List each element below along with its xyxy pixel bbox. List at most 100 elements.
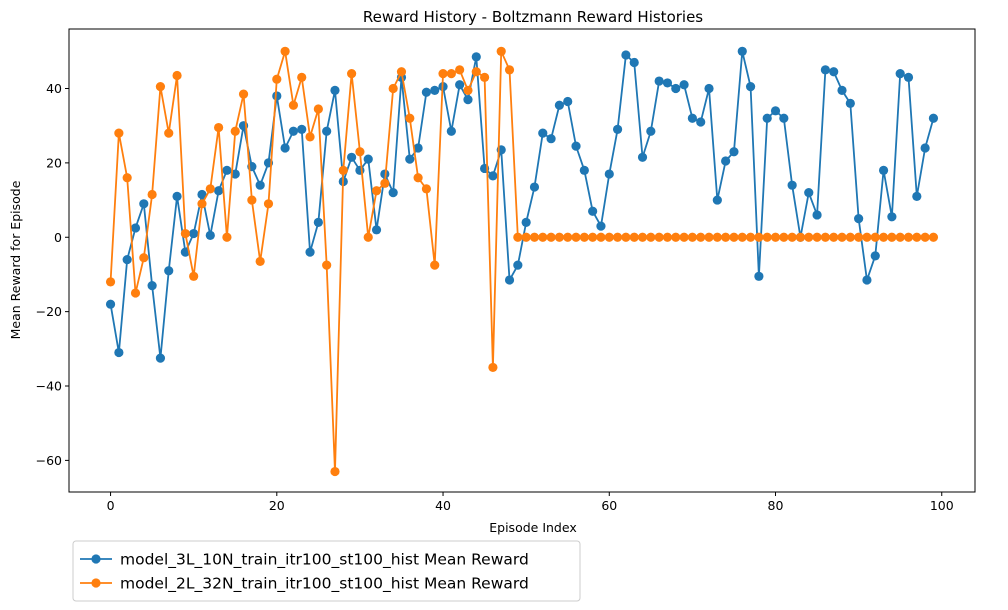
data-point — [488, 171, 498, 181]
data-point — [737, 46, 747, 56]
data-point — [579, 232, 589, 242]
data-point — [862, 232, 872, 242]
data-point — [330, 85, 340, 95]
data-point — [430, 260, 440, 270]
data-point — [804, 188, 814, 198]
data-point — [646, 126, 656, 136]
data-point — [455, 80, 465, 90]
data-point — [247, 195, 257, 205]
data-point — [737, 232, 747, 242]
data-point — [696, 232, 706, 242]
data-point — [770, 232, 781, 242]
data-point — [754, 271, 764, 281]
data-point — [654, 76, 664, 86]
data-point — [637, 152, 648, 162]
data-point — [330, 466, 340, 477]
data-point — [837, 85, 847, 95]
data-point — [804, 232, 814, 242]
data-point — [721, 156, 731, 166]
data-point — [388, 188, 398, 198]
data-point — [313, 217, 323, 227]
data-point — [272, 91, 282, 101]
data-point — [255, 180, 265, 190]
data-point — [546, 232, 556, 242]
data-point — [471, 67, 481, 77]
y-tick-label: 20 — [46, 155, 62, 170]
data-point — [588, 206, 598, 216]
data-point — [164, 128, 174, 138]
data-point — [164, 266, 174, 276]
data-point — [105, 277, 116, 287]
legend-marker — [91, 578, 101, 588]
y-tick-label: −60 — [36, 453, 62, 468]
data-point — [928, 232, 939, 242]
data-point — [554, 100, 565, 110]
data-point — [463, 85, 473, 95]
data-point — [704, 83, 714, 94]
data-point — [845, 232, 855, 242]
data-point — [413, 143, 423, 153]
data-point — [812, 232, 822, 242]
data-point — [263, 199, 274, 209]
data-point — [413, 173, 423, 183]
data-point — [554, 232, 565, 242]
data-point — [837, 232, 847, 242]
data-point — [455, 65, 465, 75]
data-point — [745, 82, 756, 92]
data-point — [571, 232, 581, 242]
chart-title: Reward History - Boltzmann Reward Histor… — [363, 8, 703, 26]
data-point — [139, 253, 149, 263]
legend-frame — [72, 540, 581, 602]
legend-label: model_2L_32N_train_itr100_st100_hist Mea… — [120, 575, 529, 594]
data-point — [729, 232, 739, 242]
data-point — [214, 122, 224, 133]
legend-label: model_3L_10N_train_itr100_st100_hist Mea… — [120, 551, 529, 570]
data-point — [687, 232, 697, 242]
data-point — [604, 232, 614, 242]
data-point — [903, 232, 914, 242]
data-point — [662, 78, 673, 88]
data-point — [405, 154, 415, 164]
data-point — [189, 228, 199, 239]
data-point — [388, 83, 398, 94]
data-point — [546, 134, 556, 144]
data-point — [704, 232, 714, 242]
data-point — [488, 362, 498, 373]
data-point — [920, 143, 930, 153]
data-point — [762, 232, 772, 242]
data-point — [105, 299, 116, 309]
data-point — [322, 126, 332, 136]
data-point — [371, 186, 382, 196]
data-point — [895, 69, 905, 79]
x-tick-label: 20 — [269, 498, 285, 513]
y-tick-label: 0 — [54, 230, 62, 245]
data-point — [604, 169, 614, 179]
x-tick-label: 40 — [435, 498, 451, 513]
data-point — [222, 232, 232, 242]
data-point — [679, 232, 689, 242]
data-point — [729, 147, 739, 157]
data-point — [812, 210, 822, 220]
data-point — [745, 232, 756, 242]
data-point — [912, 191, 922, 201]
data-point — [563, 232, 573, 242]
data-point — [563, 96, 573, 107]
data-point — [446, 126, 456, 136]
y-tick-label: −40 — [36, 379, 62, 394]
series-line — [109, 50, 934, 473]
data-point — [405, 113, 415, 123]
data-point — [903, 72, 914, 82]
data-point — [180, 228, 190, 239]
data-point — [588, 232, 598, 242]
data-point — [130, 288, 141, 298]
data-point — [671, 83, 681, 94]
data-point — [355, 147, 365, 157]
data-point — [280, 46, 290, 56]
data-point — [272, 74, 282, 84]
plot-area — [105, 46, 939, 477]
data-point — [155, 353, 166, 363]
data-point — [322, 260, 332, 270]
data-point — [679, 80, 689, 90]
